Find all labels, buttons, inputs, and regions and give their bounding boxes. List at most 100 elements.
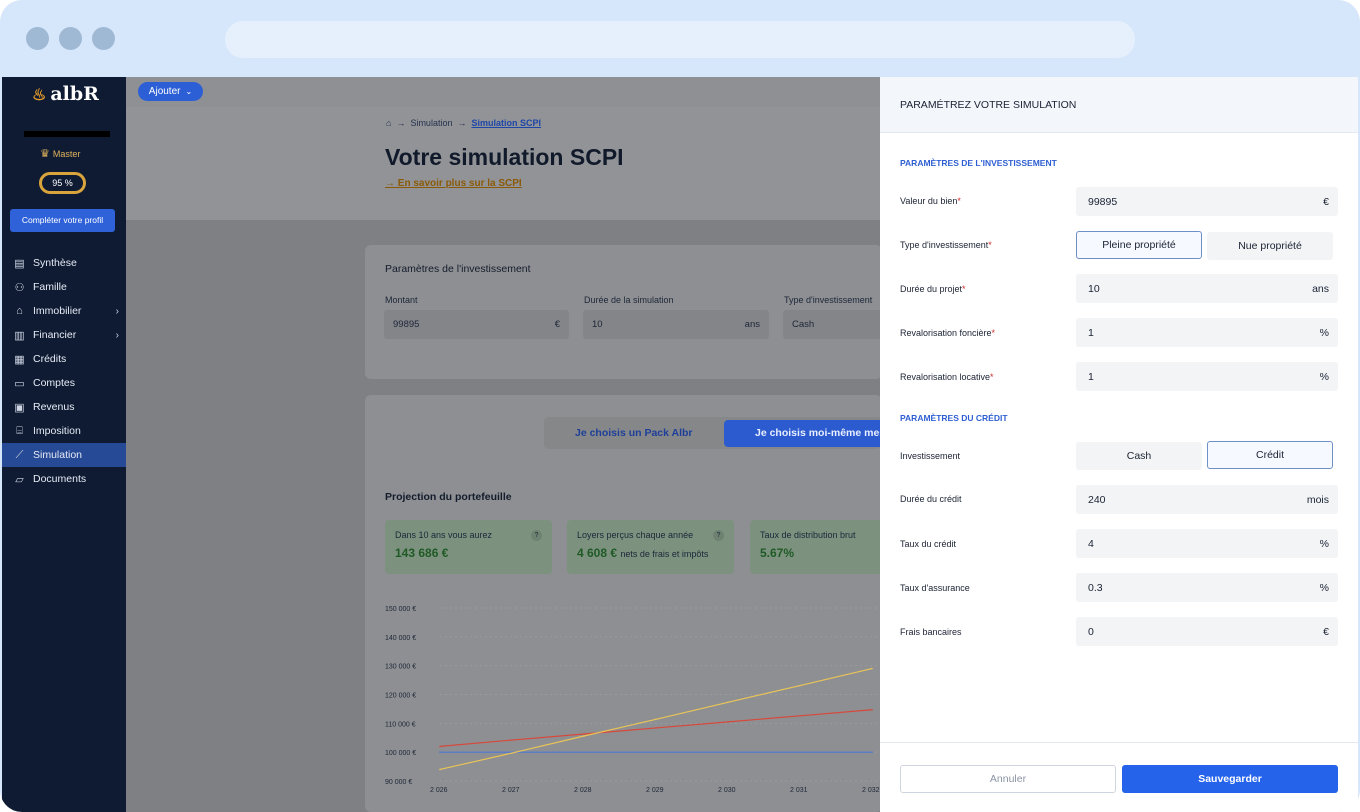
credit-toggle[interactable]: Crédit (1207, 441, 1333, 469)
app-window: ♨ albR ♛ Master 95 % Compléter votre pro… (2, 77, 1358, 812)
sidebar-item-simulation[interactable]: ⟋ Simulation (2, 443, 126, 467)
type-select[interactable]: Cash (783, 310, 882, 339)
data-point (799, 751, 801, 753)
calculator-icon: ▦ (14, 353, 25, 366)
window-dot-icon[interactable] (59, 27, 82, 50)
reval-fonciere-label: Revalorisation foncière* (900, 328, 996, 338)
data-point (799, 684, 801, 687)
cancel-button[interactable]: Annuler (900, 765, 1116, 793)
duree-projet-unit: ans (1312, 282, 1329, 295)
home-icon[interactable]: ⌂ (386, 118, 392, 128)
duree-label: Durée de la simulation (584, 295, 674, 305)
kpi-label: Taux de distribution brut (760, 530, 856, 540)
page-title: Votre simulation SCPI (385, 144, 624, 170)
taux-assurance-input[interactable]: 0.3 % (1076, 573, 1338, 602)
help-icon[interactable]: ? (531, 530, 542, 541)
folder-icon: ▱ (15, 473, 24, 486)
frais-bancaires-input[interactable]: 0 € (1076, 617, 1338, 646)
x-tick-label: 2 027 (502, 787, 520, 794)
bank-icon: ⌸ (16, 424, 23, 437)
sidebar-item-financier[interactable]: ▥ Financier › (2, 323, 126, 347)
app-logo[interactable]: ♨ albR (32, 83, 99, 105)
y-tick-label: 100 000 € (385, 750, 416, 757)
sidebar-item-documents[interactable]: ▱ Documents (2, 467, 126, 491)
reval-locative-input[interactable]: 1 % (1076, 362, 1338, 391)
complete-profile-button[interactable]: Compléter votre profil (10, 209, 115, 232)
valeur-input[interactable]: 99895 € (1076, 187, 1338, 216)
kpi-card: Taux de distribution brut 5.67% (750, 520, 890, 574)
data-point (583, 735, 585, 737)
taux-credit-input[interactable]: 4 % (1076, 529, 1338, 558)
valeur-unit: € (1323, 195, 1329, 208)
duree-projet-value: 10 (1088, 282, 1100, 295)
y-tick-label: 110 000 € (385, 721, 416, 728)
arrow-right-icon: → (457, 118, 467, 128)
simulation-settings-panel: PARAMÉTREZ VOTRE SIMULATION PARAMÈTRES D… (880, 77, 1358, 812)
montant-label: Montant (385, 295, 418, 305)
duree-projet-input[interactable]: 10 ans (1076, 274, 1338, 303)
type-invest-label: Type d'investissement* (900, 240, 992, 250)
save-button[interactable]: Sauvegarder (1122, 765, 1338, 793)
montant-input[interactable]: 99895 € (384, 310, 569, 339)
address-bar[interactable] (225, 21, 1135, 58)
data-point (655, 718, 657, 721)
data-point (511, 752, 513, 754)
x-tick-label: 2 029 (646, 787, 664, 794)
reval-locative-label: Revalorisation locative* (900, 372, 994, 382)
type-value: Cash (792, 319, 815, 330)
sidebar-item-famille[interactable]: ⚇ Famille (2, 275, 126, 299)
data-point (871, 708, 873, 711)
window-dot-icon[interactable] (92, 27, 115, 50)
duree-value: 10 (592, 319, 603, 330)
sidebar-item-label: Comptes (33, 377, 76, 389)
investment-params-card: Paramètres de l'investissement Montant 9… (365, 245, 882, 379)
kpi-label: Dans 10 ans vous aurez (395, 530, 493, 540)
add-button[interactable]: Ajouter ⌄ (138, 82, 203, 101)
data-point (655, 751, 657, 753)
taux-credit-label: Taux du crédit (900, 539, 957, 549)
montant-value: 99895 (393, 319, 420, 330)
data-point (439, 751, 441, 753)
learn-more-link[interactable]: → En savoir plus sur la SCPI (385, 178, 522, 189)
nue-propriete-toggle[interactable]: Nue propriété (1207, 232, 1333, 260)
chart-line-icon: ⟋ (15, 448, 24, 461)
reval-fonciere-input[interactable]: 1 % (1076, 318, 1338, 347)
sidebar-item-revenus[interactable]: ▣ Revenus (2, 395, 126, 419)
sidebar-item-comptes[interactable]: ▭ Comptes (2, 371, 126, 395)
section-investment-label: PARAMÈTRES DE L'INVESTISSEMENT (900, 158, 1057, 168)
breadcrumb-current[interactable]: Simulation SCPI (471, 118, 541, 128)
sidebar-item-label: Revenus (33, 401, 75, 413)
sidebar-item-label: Famille (33, 281, 67, 293)
sidebar-item-imposition[interactable]: ⌸ Imposition (2, 419, 126, 443)
add-label: Ajouter (148, 86, 181, 97)
card-icon: ▭ (14, 377, 25, 390)
choose-self-button[interactable]: Je choisis moi-même mes (724, 420, 894, 447)
profile-progress-badge: 95 % (39, 172, 86, 194)
sidebar-item-synthese[interactable]: ▤ Synthèse (2, 251, 126, 275)
pleine-propriete-toggle[interactable]: Pleine propriété (1076, 231, 1202, 259)
reval-fonciere-unit: % (1319, 326, 1329, 339)
reval-fonciere-value: 1 (1088, 326, 1094, 339)
duree-credit-input[interactable]: 240 mois (1076, 485, 1338, 514)
reval-locative-value: 1 (1088, 370, 1094, 383)
sidebar-item-immobilier[interactable]: ⌂ Immobilier › (2, 299, 126, 323)
page-header: ⌂ → Simulation → Simulation SCPI Votre s… (126, 107, 882, 220)
sidebar-item-label: Immobilier (33, 305, 82, 317)
y-tick-label: 90 000 € (385, 779, 412, 786)
panel-footer: Annuler Sauvegarder (880, 742, 1358, 812)
help-icon[interactable]: ? (713, 530, 724, 541)
duree-input[interactable]: 10 ans (583, 310, 769, 339)
section-credit-label: PARAMÈTRES DU CRÉDIT (900, 413, 1008, 423)
kpi-card: Dans 10 ans vous aurez 143 686 € ? (385, 520, 552, 574)
reval-locative-unit: % (1319, 370, 1329, 383)
choose-pack-button[interactable]: Je choisis un Pack Albr (575, 427, 693, 439)
sidebar-item-credits[interactable]: ▦ Crédits (2, 347, 126, 371)
window-dot-icon[interactable] (26, 27, 49, 50)
taux-assurance-value: 0.3 (1088, 581, 1103, 594)
duree-projet-label: Durée du projet* (900, 284, 966, 294)
cash-toggle[interactable]: Cash (1076, 442, 1202, 470)
breadcrumb-simulation[interactable]: Simulation (410, 118, 453, 128)
medal-icon: ♛ (40, 148, 50, 160)
rank-label: Master (52, 148, 81, 159)
